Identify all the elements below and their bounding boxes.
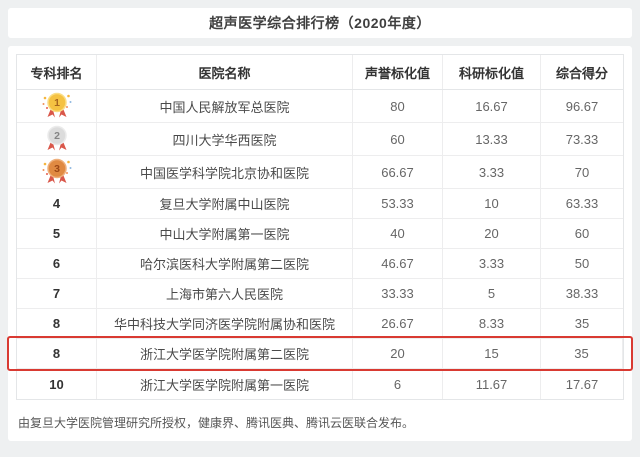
medal-gold-icon: 1 (41, 91, 73, 121)
table-row: 4 复旦大学附属中山医院 53.33 10 63.33 (17, 189, 623, 219)
rank-label: 7 (52, 286, 61, 301)
reputation-value: 26.67 (353, 309, 443, 338)
column-header-rank: 专科排名 (17, 55, 97, 89)
reputation-value: 46.67 (353, 249, 443, 278)
reputation-value: 40 (353, 219, 443, 248)
medal-bronze-icon: 3 (41, 157, 73, 187)
table-row: 6 哈尔滨医科大学附属第二医院 46.67 3.33 50 (17, 249, 623, 279)
hospital-name: 中国医学科学院北京协和医院 (97, 156, 353, 188)
rank-cell: 7 (17, 279, 97, 308)
research-value: 11.67 (443, 369, 541, 399)
total-value: 17.67 (565, 376, 599, 392)
ranking-table: 专科排名 医院名称 声誉标化值 科研标化值 综合得分 (7, 54, 633, 400)
research-value: 5 (443, 279, 541, 308)
svg-text:2: 2 (54, 130, 60, 142)
total-value: 35 (574, 316, 590, 331)
research-value: 15 (443, 339, 541, 368)
rank-cell: 10 (17, 369, 97, 399)
total-value: 73.33 (565, 131, 599, 147)
ranking-card: 专科排名 医院名称 声誉标化值 科研标化值 综合得分 (7, 46, 633, 441)
column-header-hospital: 医院名称 (97, 55, 353, 89)
rank-label: 10 (49, 376, 64, 392)
research-value: 3.33 (443, 249, 541, 278)
column-header-reputation: 声誉标化值 (353, 55, 443, 89)
hospital-name: 中国人民解放军总医院 (97, 90, 353, 122)
reputation-value: 20 (353, 339, 443, 368)
total-value: 35 (541, 339, 623, 368)
reputation-value: 66.67 (353, 156, 443, 188)
reputation-value: 80 (353, 90, 443, 122)
attribution-text: 由复旦大学医院管理研究所授权，健康界、腾讯医典、腾讯云医联合发布。 (18, 416, 415, 430)
medal-silver-icon: 2 (41, 124, 73, 154)
table-body: 1 中国人民解放军总医院 80 16.67 96.67 (7, 90, 633, 399)
table-row: 8 浙江大学医学院附属第二医院 20 15 35 (7, 336, 633, 371)
column-header-total: 综合得分 (555, 65, 608, 81)
table-row: 7 上海市第六人民医院 33.33 5 38.33 (17, 279, 623, 309)
total-value: 70 (574, 164, 590, 180)
rank-cell: 4 (17, 189, 97, 218)
research-value: 13.33 (443, 123, 541, 155)
table-row: 10 浙江大学医学院附属第一医院 6 11.67 17.67 (17, 369, 623, 399)
rank-cell: 6 (17, 249, 97, 278)
rank-label: 6 (52, 256, 61, 271)
rank-cell: 5 (17, 219, 97, 248)
total-value: 50 (574, 256, 590, 271)
research-value: 20 (443, 219, 541, 248)
rank-cell: 1 (17, 90, 97, 122)
total-value: 60 (574, 226, 590, 241)
rank-cell: 8 (17, 309, 97, 338)
reputation-value: 6 (353, 369, 443, 399)
table-row: 3 中国医学科学院北京协和医院 66.67 3.33 70 (17, 156, 623, 189)
rank-cell: 8 (17, 339, 97, 368)
table-row: 2 四川大学华西医院 60 13.33 73.33 (17, 123, 623, 156)
table-row: 8 华中科技大学同济医学院附属协和医院 26.67 8.33 35 (17, 309, 623, 339)
svg-text:3: 3 (54, 163, 60, 175)
research-value: 8.33 (443, 309, 541, 338)
page-title: 超声医学综合排行榜（2020年度） (209, 15, 431, 31)
rank-cell: 2 (17, 123, 97, 155)
table-row: 1 中国人民解放军总医院 80 16.67 96.67 (17, 90, 623, 123)
research-value: 16.67 (443, 90, 541, 122)
column-header-research: 科研标化值 (443, 55, 541, 89)
total-value: 63.33 (565, 196, 599, 211)
table-row: 5 中山大学附属第一医院 40 20 60 (17, 219, 623, 249)
rank-label: 4 (52, 196, 61, 211)
table-header-row: 专科排名 医院名称 声誉标化值 科研标化值 综合得分 (17, 55, 623, 90)
rank-label: 8 (52, 316, 61, 331)
hospital-name: 浙江大学医学院附属第一医院 (97, 369, 353, 399)
hospital-name: 中山大学附属第一医院 (97, 219, 353, 248)
hospital-name: 浙江大学医学院附属第二医院 (97, 339, 353, 368)
title-bar: 超声医学综合排行榜（2020年度） (8, 8, 632, 38)
reputation-value: 33.33 (353, 279, 443, 308)
rank-label: 5 (52, 226, 61, 241)
rank-cell: 3 (17, 156, 97, 188)
hospital-name: 上海市第六人民医院 (97, 279, 353, 308)
reputation-value: 53.33 (353, 189, 443, 218)
research-value: 10 (443, 189, 541, 218)
hospital-name: 四川大学华西医院 (97, 123, 353, 155)
total-value: 96.67 (565, 98, 599, 114)
rank-label: 8 (52, 346, 61, 361)
reputation-value: 60 (353, 123, 443, 155)
research-value: 3.33 (443, 156, 541, 188)
hospital-name: 华中科技大学同济医学院附属协和医院 (97, 309, 353, 338)
total-value: 38.33 (565, 286, 599, 301)
hospital-name: 复旦大学附属中山医院 (97, 189, 353, 218)
hospital-name: 哈尔滨医科大学附属第二医院 (97, 249, 353, 278)
svg-text:1: 1 (54, 97, 60, 109)
